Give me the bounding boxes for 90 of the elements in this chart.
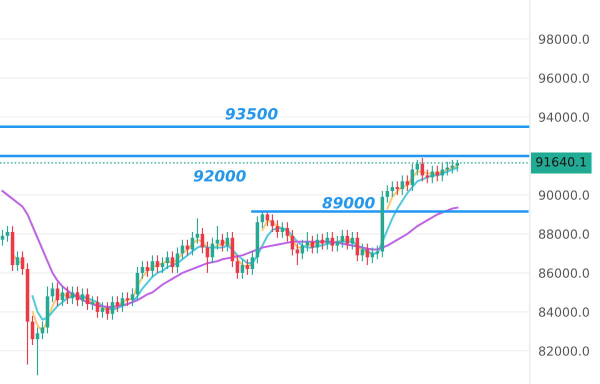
candlestick xyxy=(120,292,124,312)
candlestick xyxy=(110,296,114,320)
candlestick xyxy=(266,212,270,227)
y-tick-label: 94000.0 xyxy=(538,112,589,122)
candlestick xyxy=(436,165,440,182)
candlestick xyxy=(356,231,360,262)
candlestick xyxy=(176,247,180,274)
y-tick-label: 84000.0 xyxy=(538,307,589,317)
candlestick xyxy=(280,222,284,238)
candlestick xyxy=(360,243,364,262)
candlestick xyxy=(270,214,274,233)
candlestick xyxy=(186,239,190,256)
candlestick xyxy=(230,231,234,268)
candlestick xyxy=(56,282,60,307)
candlestick xyxy=(40,321,44,340)
candlestick xyxy=(236,254,240,280)
y-tick-label: 82000.0 xyxy=(538,346,589,356)
candlestick xyxy=(366,243,370,266)
candlestick xyxy=(116,296,120,312)
candlestick xyxy=(310,235,314,254)
candlestick xyxy=(260,212,264,229)
ref-line-label: 92000 xyxy=(194,170,246,182)
candlestick xyxy=(30,315,34,346)
candlestick xyxy=(240,258,244,280)
candlestick xyxy=(0,229,4,246)
candlestick xyxy=(90,296,94,310)
y-tick-label: 86000.0 xyxy=(538,268,589,278)
candlestick xyxy=(400,174,404,196)
candlestick xyxy=(286,222,290,242)
candlestick xyxy=(180,239,184,260)
candlestick xyxy=(66,286,70,305)
candlestick xyxy=(76,286,80,307)
ref-line-label: 91640.1 xyxy=(536,157,586,167)
candlestick xyxy=(330,231,334,252)
candlestick xyxy=(296,243,300,266)
candlestick xyxy=(6,226,10,242)
candlestick xyxy=(346,229,350,250)
candlestick xyxy=(306,231,310,252)
candlestick xyxy=(246,258,250,276)
candlestick xyxy=(190,231,194,256)
y-tick-label: 88000.0 xyxy=(538,229,589,239)
candlestick xyxy=(60,286,64,307)
candlestick xyxy=(276,220,280,238)
candlestick xyxy=(290,229,294,256)
candlestick xyxy=(340,229,344,248)
candlestick xyxy=(376,245,380,260)
y-tick-label: 96000.0 xyxy=(538,73,589,83)
candlestick xyxy=(210,237,214,264)
ref-line-label: 93500 xyxy=(226,108,278,120)
candlestick xyxy=(396,180,400,196)
candlestick xyxy=(390,180,394,198)
candlestick xyxy=(130,288,134,307)
candlestick xyxy=(50,282,54,303)
candlestick xyxy=(350,231,354,250)
candlestick xyxy=(196,218,200,244)
candlestick xyxy=(36,326,40,376)
candlestick xyxy=(86,288,90,310)
candlestick xyxy=(166,250,170,270)
series-label: 89000 xyxy=(322,196,375,209)
candlestick xyxy=(220,233,224,252)
candlestick xyxy=(170,250,174,274)
candlestick xyxy=(126,292,130,307)
candlestick xyxy=(150,254,154,278)
candlestick xyxy=(426,169,430,184)
candlestick xyxy=(420,157,424,182)
candlestick xyxy=(160,256,164,274)
candlestick xyxy=(430,165,434,184)
candlestick xyxy=(386,184,390,204)
candlestick xyxy=(200,228,204,254)
candlestick xyxy=(100,302,104,318)
candlestick xyxy=(336,235,340,252)
candlestick xyxy=(146,260,150,278)
candlestick xyxy=(370,247,374,264)
candlestick xyxy=(326,231,330,250)
candlestick xyxy=(16,250,20,272)
candlestick xyxy=(106,302,110,320)
candlestick xyxy=(300,239,304,260)
candlestick xyxy=(250,250,254,276)
candlestick xyxy=(156,254,160,274)
candlestick xyxy=(80,288,84,307)
candlestick xyxy=(20,250,24,276)
candlestick xyxy=(136,266,140,301)
candlestick xyxy=(226,231,230,252)
candlestick xyxy=(140,260,144,280)
candlestick xyxy=(70,286,74,305)
y-tick-label: 98000.0 xyxy=(538,34,589,44)
candlestick xyxy=(206,241,210,274)
y-tick-label: 90000.0 xyxy=(538,190,589,200)
candlestick xyxy=(316,233,320,254)
candlestick xyxy=(96,296,100,318)
